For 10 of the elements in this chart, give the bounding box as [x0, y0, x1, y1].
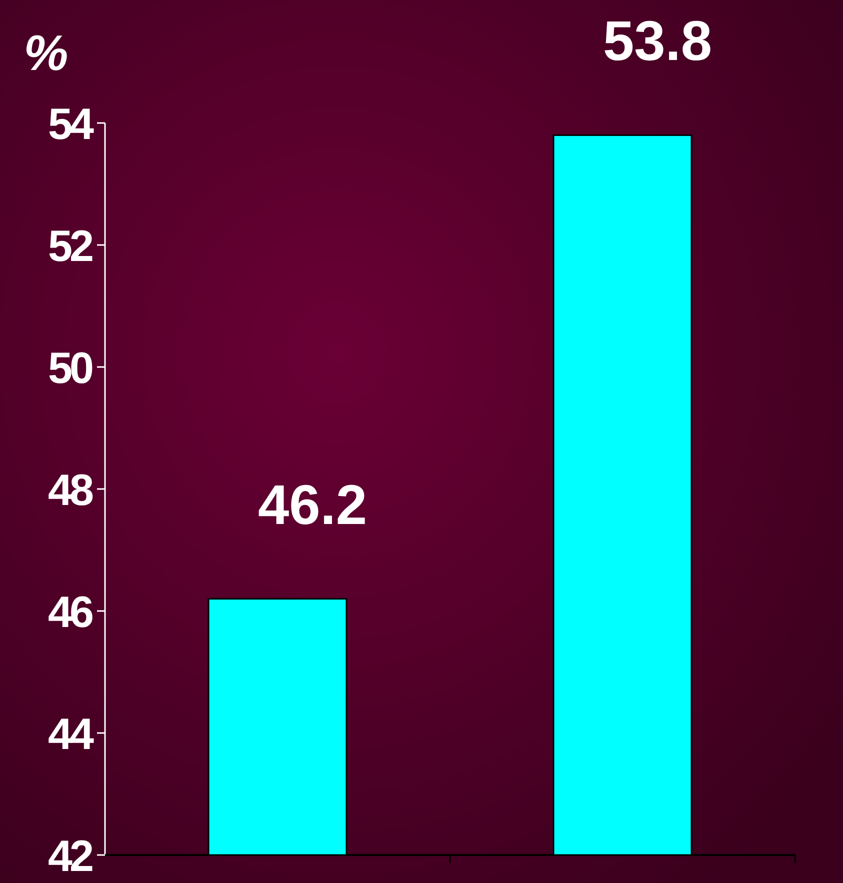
y-tick-label: 44 — [48, 710, 95, 759]
y-tick-label: 50 — [48, 344, 93, 393]
y-tick-label: 52 — [48, 222, 93, 271]
data-label: 46.2 — [258, 472, 367, 536]
y-tick-label: 48 — [48, 466, 94, 515]
y-tick-label: 54 — [48, 100, 95, 149]
data-label: 53.8 — [603, 9, 712, 72]
y-axis-title: % — [24, 25, 68, 81]
y-tick-label: 42 — [48, 832, 93, 881]
y-tick-label: 46 — [48, 588, 93, 637]
